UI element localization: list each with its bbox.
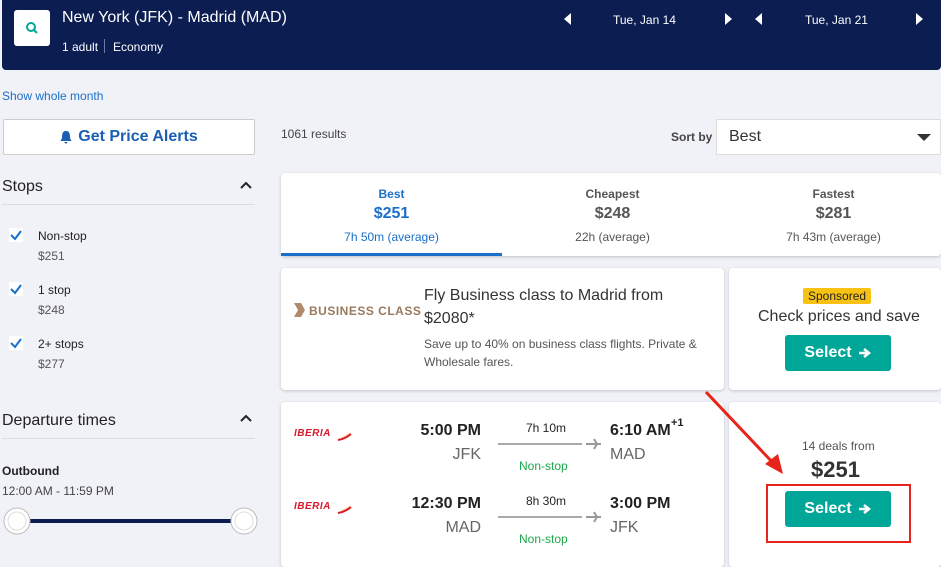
ad-cta-card: Sponsored Check prices and save Select xyxy=(729,268,941,390)
sort-tab[interactable]: Cheapest $248 22h (average) xyxy=(502,173,723,253)
tab-duration: 7h 43m (average) xyxy=(786,230,881,244)
button-label: Select xyxy=(804,344,852,361)
stop-price: $277 xyxy=(38,357,65,371)
ad-text: Save up to 40% on business class flights… xyxy=(424,337,697,369)
ad-headline: Fly Business class to Madrid from $2080* xyxy=(424,287,664,327)
arrive-airport: MAD xyxy=(610,446,646,463)
result-price-card: 14 deals from $251 Select xyxy=(729,402,941,567)
depart-airport: MAD xyxy=(445,519,481,536)
price-alerts-button[interactable]: Get Price Alerts xyxy=(3,119,255,155)
search-header: New York (JFK) - Madrid (MAD) 1 adult Ec… xyxy=(2,0,941,70)
stops: Non-stop xyxy=(519,459,568,473)
depart-time: 12:30 PM xyxy=(411,495,481,512)
arrive-time: 3:00 PM xyxy=(610,495,671,512)
next-return[interactable] xyxy=(913,12,925,26)
sponsored-badge: Sponsored xyxy=(803,288,872,304)
check-icon xyxy=(10,338,22,349)
ad-cta-text: Check prices and save xyxy=(758,308,920,325)
time-slider[interactable] xyxy=(0,504,262,538)
next-depart[interactable] xyxy=(722,12,734,26)
stop-label[interactable]: 2+ stops xyxy=(38,337,84,351)
ad-card[interactable]: BUSINESS CLASS Fly Business class to Mad… xyxy=(281,268,724,390)
stop-label[interactable]: 1 stop xyxy=(38,283,71,297)
brand-logo xyxy=(294,303,305,317)
airline-logo: IBERIA xyxy=(294,428,331,439)
results-count: 1061 results xyxy=(281,127,347,141)
sort-tab[interactable]: Fastest $281 7h 43m (average) xyxy=(723,173,941,253)
day-offset: +1 xyxy=(671,417,684,429)
stop-price: $251 xyxy=(38,249,65,263)
search-button[interactable] xyxy=(14,10,50,46)
tab-duration: 22h (average) xyxy=(575,230,650,244)
collapse-icon[interactable] xyxy=(239,413,253,423)
depart-time: 5:00 PM xyxy=(420,422,481,439)
result-select-button[interactable]: Select xyxy=(785,491,891,527)
prev-return[interactable] xyxy=(753,12,765,26)
airline-swoosh xyxy=(334,501,352,514)
airline-swoosh xyxy=(334,428,352,441)
airline-logo: IBERIA xyxy=(294,501,331,512)
arrive-time: 6:10 AM xyxy=(610,422,671,439)
tab-name: Fastest xyxy=(812,187,855,201)
deals-count: 14 deals from xyxy=(802,439,875,453)
cabin[interactable]: Economy xyxy=(113,40,164,54)
check-icon xyxy=(10,284,22,295)
collapse-icon[interactable] xyxy=(239,180,253,190)
stop-label[interactable]: Non-stop xyxy=(38,229,87,243)
travelers[interactable]: 1 adult xyxy=(62,40,99,54)
price-alerts-label: Get Price Alerts xyxy=(78,128,198,145)
return-date[interactable]: Tue, Jan 21 xyxy=(805,13,868,27)
flight-line xyxy=(498,510,602,523)
stop-price: $248 xyxy=(38,303,65,317)
active-tab-indicator xyxy=(281,253,502,256)
result-card[interactable]: IBERIA 5:00 PM JFK 7h 10m Non-stop 6:10 AM +1 M… xyxy=(281,402,724,567)
stops: Non-stop xyxy=(519,532,568,546)
sort-tab[interactable]: Best $251 7h 50m (average) xyxy=(281,173,502,253)
duration: 8h 30m xyxy=(526,494,567,508)
depart-airport: JFK xyxy=(452,446,481,463)
tab-price: $281 xyxy=(815,205,852,222)
outbound-label: Outbound xyxy=(2,464,60,478)
arrow-icon xyxy=(858,348,871,358)
tab-price: $248 xyxy=(594,205,631,222)
sort-select[interactable]: Best xyxy=(716,119,941,155)
plane-line xyxy=(498,511,601,523)
check-icon xyxy=(10,230,22,241)
caret xyxy=(917,134,931,141)
result-price: $251 xyxy=(811,457,860,482)
plane-line xyxy=(498,438,601,450)
tab-name: Best xyxy=(378,187,405,201)
route[interactable]: New York (JFK) - Madrid (MAD) xyxy=(62,9,287,26)
time-range: 12:00 AM - 11:59 PM xyxy=(2,484,114,498)
arrow-icon xyxy=(858,504,871,514)
swoosh xyxy=(335,505,352,514)
checkbox[interactable] xyxy=(9,282,23,296)
button-label: Select xyxy=(804,500,852,517)
checkbox[interactable] xyxy=(9,336,23,350)
search-icon xyxy=(26,22,38,34)
show-month-link[interactable]: Show whole month xyxy=(2,89,104,103)
depart-date[interactable]: Tue, Jan 14 xyxy=(613,13,676,27)
checkbox[interactable] xyxy=(9,228,23,242)
duration: 7h 10m xyxy=(526,421,567,435)
divider xyxy=(2,438,255,439)
departure-title[interactable]: Departure times xyxy=(2,412,116,429)
sort-label: Sort by xyxy=(671,130,713,144)
ad-select-button[interactable]: Select xyxy=(785,335,891,371)
divider xyxy=(2,204,255,205)
flight-line xyxy=(498,437,602,450)
brand-name: BUSINESS CLASS xyxy=(309,304,422,318)
sort-value: Best xyxy=(729,128,762,145)
divider xyxy=(104,39,105,53)
tab-price: $251 xyxy=(373,205,410,222)
tab-name: Cheapest xyxy=(585,187,640,201)
arrive-airport: JFK xyxy=(610,519,639,536)
swoosh xyxy=(335,432,352,441)
stops-title[interactable]: Stops xyxy=(2,178,43,195)
sort-tabs: Best $251 7h 50m (average) Cheapest $248 22h … xyxy=(281,173,941,256)
bell-icon xyxy=(60,131,72,144)
prev-depart[interactable] xyxy=(562,12,574,26)
tab-duration: 7h 50m (average) xyxy=(344,230,439,244)
